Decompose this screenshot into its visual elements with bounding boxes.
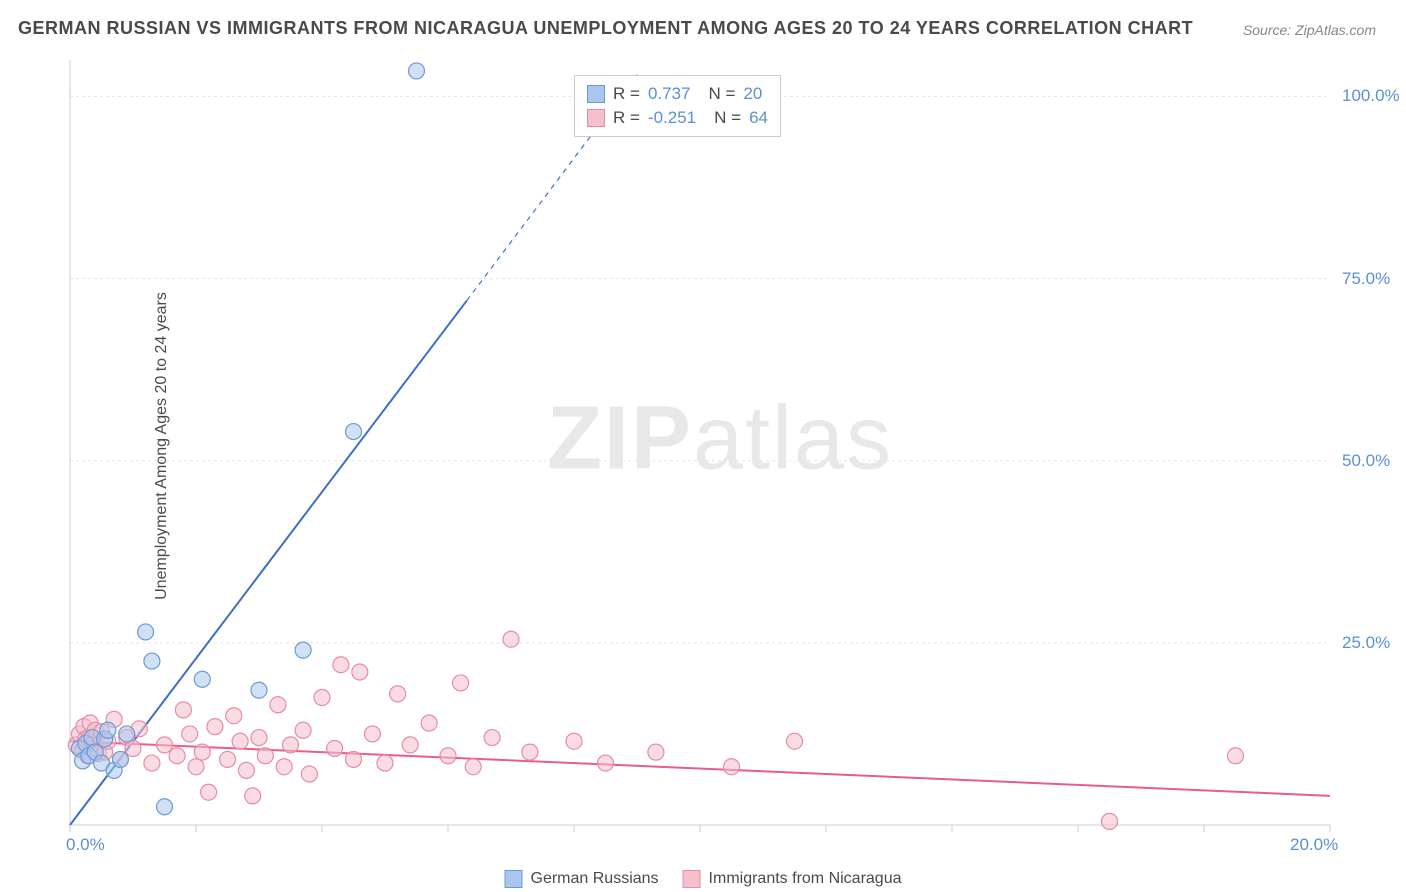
y-tick-label: 75.0% <box>1342 269 1390 289</box>
stats-row-german-russians: R = 0.737 N = 20 <box>587 82 768 106</box>
chart-area: ZIPatlas <box>60 55 1380 855</box>
y-tick-label: 50.0% <box>1342 451 1390 471</box>
x-tick-label: 20.0% <box>1290 835 1338 855</box>
correlation-stats-box: R = 0.737 N = 20 R = -0.251 N = 64 <box>574 75 781 137</box>
legend-label: German Russians <box>531 870 659 888</box>
stats-n-value: 64 <box>749 108 768 128</box>
stats-r-label: R = <box>613 84 640 104</box>
stats-row-nicaragua: R = -0.251 N = 64 <box>587 106 768 130</box>
legend-item-german-russians: German Russians <box>505 870 659 888</box>
y-tick-label: 100.0% <box>1342 86 1400 106</box>
stats-swatch-pink <box>587 109 605 127</box>
source-attribution: Source: ZipAtlas.com <box>1243 22 1376 38</box>
legend-swatch-pink <box>683 870 701 888</box>
scatter-chart-svg <box>60 55 1380 855</box>
legend-label: Immigrants from Nicaragua <box>709 870 902 888</box>
stats-r-value: -0.251 <box>648 108 696 128</box>
x-tick-label: 0.0% <box>66 835 105 855</box>
stats-n-label: N = <box>714 108 741 128</box>
stats-n-value: 20 <box>743 84 762 104</box>
stats-r-label: R = <box>613 108 640 128</box>
stats-n-label: N = <box>708 84 735 104</box>
chart-title: GERMAN RUSSIAN VS IMMIGRANTS FROM NICARA… <box>18 18 1193 39</box>
stats-swatch-blue <box>587 85 605 103</box>
stats-r-value: 0.737 <box>648 84 691 104</box>
y-tick-label: 25.0% <box>1342 633 1390 653</box>
legend: German Russians Immigrants from Nicaragu… <box>505 870 902 888</box>
legend-swatch-blue <box>505 870 523 888</box>
legend-item-nicaragua: Immigrants from Nicaragua <box>683 870 902 888</box>
